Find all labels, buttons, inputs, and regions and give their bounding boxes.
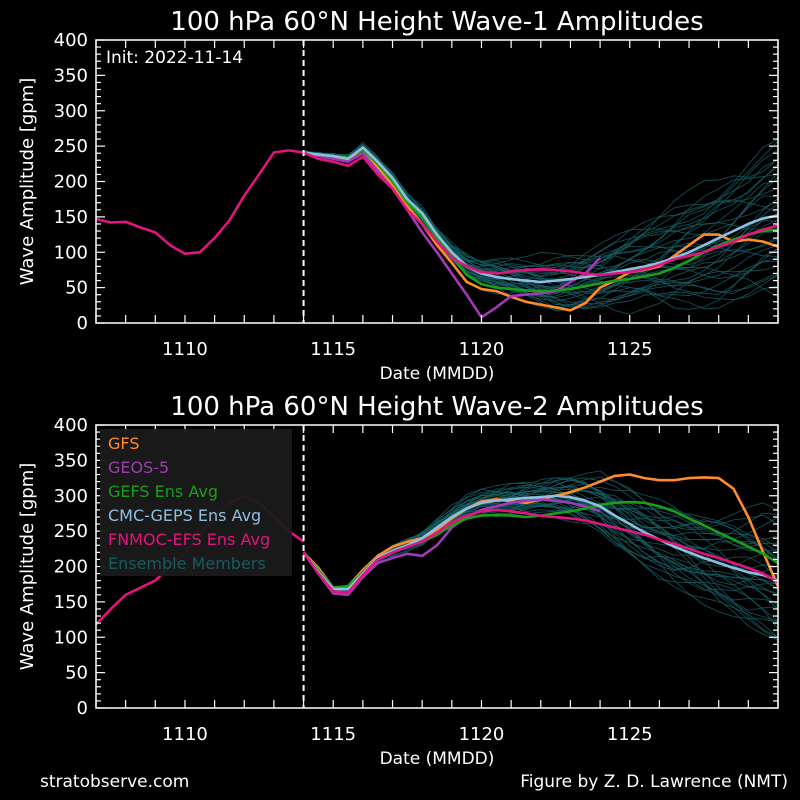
series-line-fnmoc-efs-ens-avg (302, 508, 778, 594)
y-tick-label: 250 (54, 136, 88, 157)
legend-entry: FNMOC-EFS Ens Avg (108, 530, 270, 549)
ensemble-member-line (303, 141, 778, 267)
plot-area (96, 138, 778, 319)
ensemble-member-line (303, 143, 778, 272)
legend-entry: GFS (108, 434, 139, 453)
chart-title: 100 hPa 60°N Height Wave-1 Amplitudes (170, 7, 703, 37)
ensemble-member-line (303, 502, 778, 595)
x-tick-label: 1125 (607, 724, 653, 745)
y-tick-label: 150 (54, 592, 88, 613)
y-tick-label: 200 (54, 557, 88, 578)
y-tick-label: 100 (54, 627, 88, 648)
y-tick-label: 200 (54, 172, 88, 193)
y-tick-label: 50 (65, 278, 88, 299)
x-tick-label: 1120 (459, 339, 505, 360)
series-line-fnmoc-efs-ens-avg (303, 151, 778, 277)
ensemble-member-line (303, 502, 778, 641)
chart-title: 100 hPa 60°N Height Wave-2 Amplitudes (170, 392, 703, 422)
chart-panel-1: 1110 1115 1120 1125 0 50 100 150 200 250 300 350 400… (17, 7, 779, 384)
footer-credit-author: Figure by Z. D. Lawrence (NMT) (520, 772, 788, 792)
y-tick-label: 250 (54, 521, 88, 542)
y-tick-label: 400 (54, 30, 88, 51)
ensemble-member-line (303, 509, 778, 639)
x-axis-label: Date (MMDD) (380, 749, 495, 769)
series-line-gefs-ens-avg (303, 148, 778, 293)
y-tick-label: 100 (54, 242, 88, 263)
series-line-gfs (303, 148, 778, 312)
ensemble-member-line (303, 504, 778, 641)
x-tick-label: 1110 (162, 724, 208, 745)
footer-credit-site[interactable]: stratobserve.com (40, 772, 190, 792)
x-tick-label: 1125 (607, 339, 653, 360)
y-tick-label: 300 (54, 486, 88, 507)
y-tick-label: 400 (54, 415, 88, 436)
x-tick-label: 1115 (310, 339, 356, 360)
series-line-cmc-geps-ens-avg (303, 146, 778, 284)
x-tick-label: 1120 (459, 724, 505, 745)
y-axis-label: Wave Amplitude [gpm] (17, 78, 38, 286)
legend-box (100, 429, 292, 576)
ensemble-member-line (303, 144, 778, 279)
ensemble-member-line (303, 498, 778, 593)
y-tick-label: 0 (77, 313, 88, 334)
y-tick-label: 300 (54, 101, 88, 122)
legend: GFS GEOS-5 GEFS Ens Avg CMC-GEPS Ens Avg FNM… (100, 429, 292, 576)
y-tick-label: 350 (54, 450, 88, 471)
y-axis-label: Wave Amplitude [gpm] (17, 463, 38, 671)
init-annotation: Init: 2022-11-14 (106, 48, 243, 68)
x-tick-label: 1110 (162, 339, 208, 360)
chart-panel-2: 1110 1115 1120 1125 0 50 100 150 200 250 300 350 400… (17, 392, 779, 769)
y-tick-label: 50 (65, 663, 88, 684)
series-line-geos-5 (303, 151, 602, 319)
y-tick-label: 350 (54, 65, 88, 86)
legend-entry: GEOS-5 (108, 458, 169, 477)
legend-entry: GEFS Ens Avg (108, 482, 218, 501)
plot-area (96, 470, 778, 641)
legend-entry: Ensemble Members (108, 554, 266, 573)
y-tick-label: 150 (54, 207, 88, 228)
y-tick-label: 0 (77, 698, 88, 719)
x-tick-label: 1115 (310, 724, 356, 745)
ensemble-member-line (303, 495, 778, 610)
legend-entry: CMC-GEPS Ens Avg (108, 506, 261, 525)
x-axis-label: Date (MMDD) (380, 364, 495, 384)
series-line-analysis (96, 149, 304, 255)
series-line-geos-5 (302, 498, 601, 597)
